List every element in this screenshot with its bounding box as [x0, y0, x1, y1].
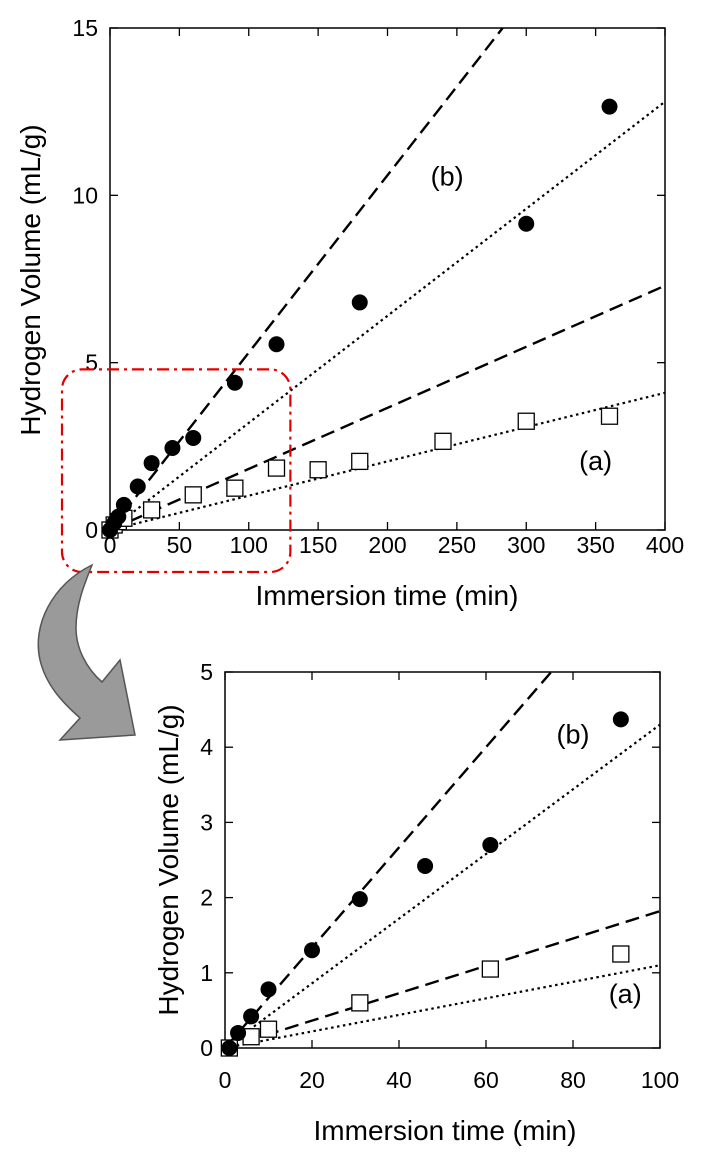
data-point-square	[351, 994, 369, 1012]
y-tick-label: 5	[200, 659, 213, 685]
y-tick-label: 0	[85, 517, 98, 543]
chart-bottom: 0 20 40 60 80 100 0 1 2 3 4 5 Immersion time (min) Hy…	[153, 659, 679, 1146]
x-tick-label: 250	[438, 532, 476, 558]
y-tick-label: 4	[200, 734, 213, 760]
y-tick-label: 10	[72, 182, 98, 208]
x-tick-label: 100	[641, 1067, 679, 1093]
data-point-square	[434, 432, 452, 450]
data-point-circle	[351, 294, 368, 311]
data-point-circle	[129, 478, 146, 495]
x-tick-label: 400	[646, 532, 684, 558]
data-point-square	[267, 459, 286, 477]
x-tick-label: 200	[368, 532, 406, 558]
dotted-fit-line	[225, 964, 660, 1048]
x-tick-label: 50	[167, 532, 193, 558]
dashed-fit-line	[225, 909, 660, 1048]
data-point-circle	[268, 336, 285, 353]
x-tick-label: 80	[560, 1067, 586, 1093]
x-axis-label: Immersion time (min)	[314, 1115, 577, 1146]
series-a	[220, 945, 630, 1057]
series-b	[102, 98, 618, 538]
data-point-square	[517, 412, 535, 430]
dashed-fit-line	[110, 284, 665, 530]
data-point-square	[612, 945, 630, 963]
data-point-square	[309, 461, 327, 479]
y-tick-label: 5	[85, 350, 98, 376]
series-b	[221, 711, 629, 1056]
y-tick-label: 3	[200, 809, 213, 835]
data-point-circle	[143, 455, 160, 472]
data-point-circle	[260, 981, 277, 998]
x-tick-label: 300	[507, 532, 545, 558]
data-point-circle	[304, 942, 320, 959]
data-point-circle	[164, 440, 181, 457]
data-point-square	[481, 960, 500, 978]
x-tick-label: 100	[230, 532, 268, 558]
series-annotation: (a)	[609, 979, 642, 1009]
dotted-fit-line	[110, 100, 665, 530]
data-point-circle	[482, 836, 499, 853]
data-point-circle	[612, 711, 629, 728]
data-point-circle	[221, 1040, 238, 1056]
x-axis-label: Immersion time (min)	[256, 580, 519, 611]
data-point-circle	[518, 215, 535, 232]
y-axis-label: Hydrogen Volume (mL/g)	[153, 704, 184, 1015]
data-point-square	[600, 407, 619, 425]
series-annotation: (b)	[557, 719, 590, 749]
data-point-circle	[601, 98, 618, 115]
data-point-circle	[417, 858, 434, 875]
x-tick-label: 20	[299, 1067, 325, 1093]
x-tick-label: 40	[386, 1067, 412, 1093]
zoom-arrow-icon	[37, 563, 136, 741]
y-tick-label: 0	[200, 1035, 213, 1061]
x-tick-label: 150	[299, 532, 337, 558]
dotted-fit-line	[110, 391, 665, 530]
dotted-fit-line	[225, 723, 660, 1048]
zoom-region-box	[60, 368, 292, 574]
data-point-circle	[226, 374, 243, 391]
data-point-square	[184, 486, 202, 504]
y-tick-label: 15	[72, 15, 98, 41]
data-point-circle	[230, 1024, 247, 1041]
series-annotation: (a)	[579, 446, 612, 476]
fit-lines	[225, 672, 660, 1048]
y-tick-label: 2	[200, 885, 213, 911]
series-a	[101, 407, 619, 539]
series-annotation: (b)	[431, 161, 464, 191]
data-point-square	[142, 501, 161, 519]
x-tick-label: 350	[576, 532, 614, 558]
plot-frame	[224, 671, 661, 1049]
chart-top: 0 50 100 150 200 250 300 350 400051015Immersion …	[15, 15, 684, 611]
data-point-circle	[115, 496, 132, 513]
data-point-square	[259, 1020, 278, 1038]
y-axis-label: Hydrogen Volume (mL/g)	[15, 124, 46, 435]
data-point-circle	[243, 1008, 260, 1025]
x-tick-label: 0	[219, 1067, 232, 1093]
x-tick-label: 60	[473, 1067, 499, 1093]
data-point-circle	[185, 429, 202, 446]
data-point-circle	[351, 891, 368, 908]
y-tick-label: 1	[200, 960, 213, 986]
data-point-square	[226, 479, 244, 497]
data-point-square	[351, 452, 369, 471]
